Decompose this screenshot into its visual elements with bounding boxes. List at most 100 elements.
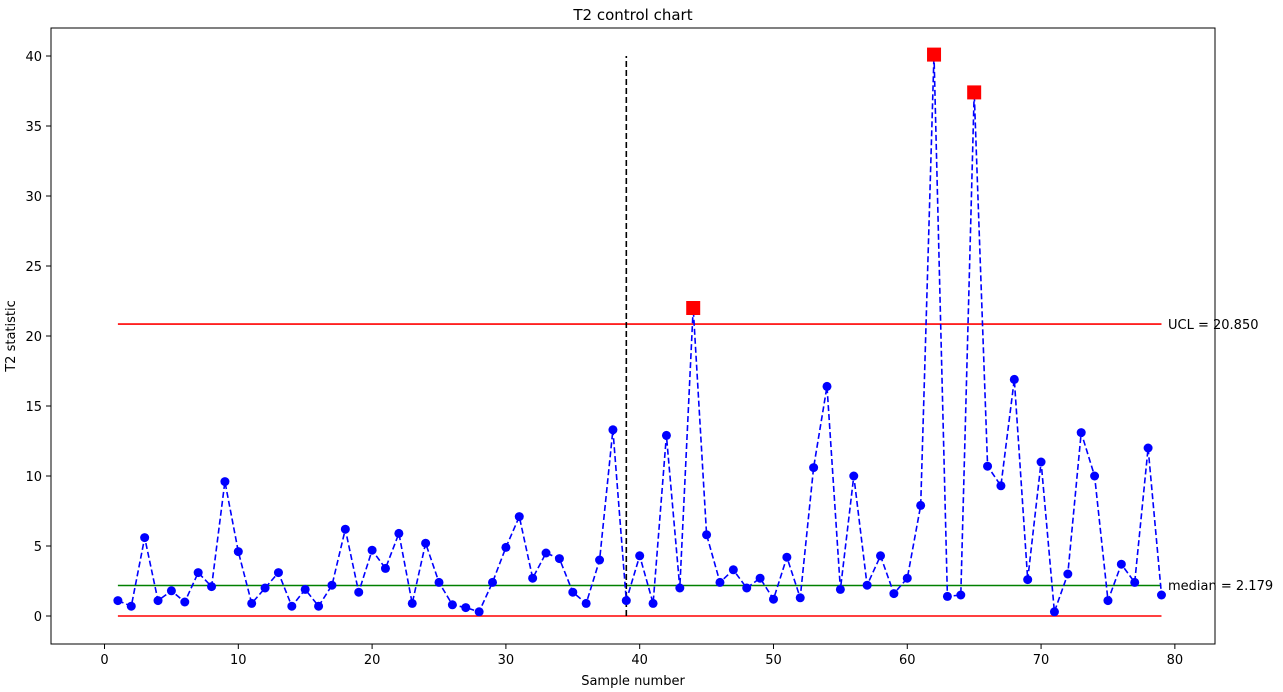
out-of-control-marker — [967, 85, 982, 100]
t2-point — [621, 596, 631, 606]
t2-point — [782, 552, 792, 562]
x-tick-label: 50 — [765, 653, 782, 668]
t2-point — [247, 598, 257, 608]
chart-title: T2 control chart — [572, 6, 692, 24]
t2-point — [608, 425, 618, 435]
t2-point — [809, 463, 819, 473]
t2-point — [1023, 575, 1033, 585]
t2-point — [233, 547, 243, 557]
t2-point — [1090, 471, 1100, 481]
t2-point — [140, 533, 150, 543]
x-tick-label: 80 — [1167, 653, 1184, 668]
t2-point — [514, 512, 524, 522]
t2-point — [180, 597, 190, 607]
t2-point — [207, 582, 217, 592]
y-tick-label: 10 — [25, 470, 42, 485]
t2-point — [1036, 457, 1046, 467]
t2-point — [461, 603, 471, 613]
t2-point — [340, 524, 350, 534]
t2-point — [300, 584, 310, 594]
y-tick-label: 40 — [25, 50, 42, 65]
y-tick-label: 0 — [34, 610, 42, 625]
t2-point — [835, 584, 845, 594]
t2-point — [635, 551, 645, 561]
t2-series — [113, 50, 1166, 617]
y-tick-label: 35 — [25, 120, 42, 135]
t2-point — [126, 601, 136, 611]
x-tick-label: 0 — [100, 653, 108, 668]
x-tick-label: 40 — [631, 653, 648, 668]
t2-point — [742, 583, 752, 593]
plot-area — [50, 27, 1216, 645]
y-tick-label: 5 — [34, 540, 42, 555]
t2-point — [581, 598, 591, 608]
t2-point — [1009, 374, 1019, 384]
y-axis-title: T2 statistic — [4, 300, 19, 373]
t2-point — [166, 586, 176, 596]
t2-point — [434, 577, 444, 587]
t2-point — [648, 598, 658, 608]
y-axis: 0 5 10 15 20 25 30 35 40 — [25, 50, 51, 625]
y-tick-label: 30 — [25, 190, 42, 205]
t2-point — [942, 591, 952, 601]
x-tick-label: 20 — [364, 653, 381, 668]
t2-point — [1049, 607, 1059, 617]
t2-point — [595, 555, 605, 565]
x-tick-label: 10 — [230, 653, 247, 668]
t2-point — [956, 590, 966, 600]
t2-point — [983, 461, 993, 471]
t2-point — [876, 551, 886, 561]
x-tick-label: 70 — [1033, 653, 1050, 668]
t2-point — [1156, 590, 1166, 600]
t2-point — [153, 596, 163, 606]
t2-point — [822, 381, 832, 391]
out-of-control-markers — [686, 47, 982, 315]
t2-point — [1063, 569, 1073, 579]
y-tick-label: 15 — [25, 400, 42, 415]
t2-point — [849, 471, 859, 481]
t2-point — [394, 528, 404, 538]
x-axis: 0 10 20 30 40 50 60 70 80 — [100, 644, 1183, 668]
x-tick-label: 30 — [498, 653, 515, 668]
t2-point — [447, 600, 457, 610]
y-tick-label: 20 — [25, 330, 42, 345]
x-tick-label: 60 — [899, 653, 916, 668]
t2-point — [996, 481, 1006, 491]
t2-point — [327, 580, 337, 590]
t2-point — [407, 598, 417, 608]
t2-point — [528, 573, 538, 583]
t2-point — [273, 568, 283, 578]
t2-point — [287, 601, 297, 611]
t2-point — [260, 583, 270, 593]
t2-point — [1116, 559, 1126, 569]
y-tick-label: 25 — [25, 260, 42, 275]
t2-point — [661, 430, 671, 440]
t2-point — [795, 593, 805, 603]
out-of-control-marker — [927, 47, 942, 62]
t2-point — [474, 607, 484, 617]
t2-point — [1143, 443, 1153, 453]
t2-point — [715, 577, 725, 587]
t2-point — [768, 594, 778, 604]
t2-point — [889, 589, 899, 599]
t2-point — [193, 568, 203, 578]
t2-point — [380, 563, 390, 573]
reference-lines — [117, 56, 1162, 617]
t2-point — [113, 596, 123, 606]
x-axis-title: Sample number — [581, 674, 685, 689]
ucl-label: UCL = 20.850 — [1168, 318, 1258, 333]
t2-point — [1130, 577, 1140, 587]
t2-point — [354, 587, 364, 597]
t2-point — [728, 565, 738, 575]
t2-point — [902, 573, 912, 583]
t2-point — [501, 542, 511, 552]
t2-point — [568, 587, 578, 597]
t2-point — [675, 583, 685, 593]
t2-point — [1103, 596, 1113, 606]
t2-point — [916, 500, 926, 510]
t2-point — [314, 601, 324, 611]
t2-point — [367, 545, 377, 555]
median-label: median = 2.179 — [1168, 579, 1273, 594]
t2-point — [1076, 428, 1086, 438]
